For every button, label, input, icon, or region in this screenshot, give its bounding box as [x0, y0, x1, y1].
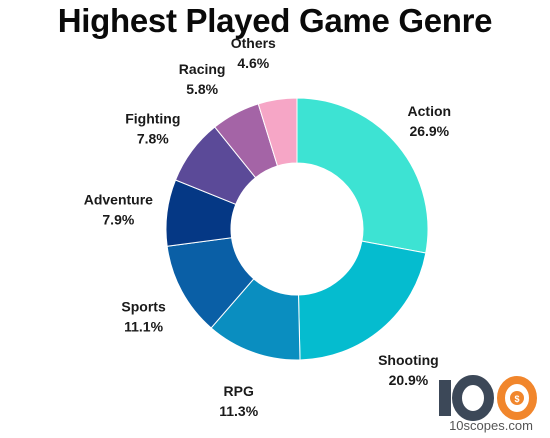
logo-digit-zero: [452, 375, 494, 421]
slice-label-rpg: RPG: [224, 383, 254, 399]
slice-label-adventure: Adventure: [84, 191, 153, 207]
brand-logo: $: [439, 375, 537, 421]
slice-value-adventure: 7.9%: [102, 211, 134, 227]
slice-others: [257, 97, 298, 167]
slice-value-fighting: 7.8%: [137, 131, 169, 147]
slice-label-action: Action: [408, 103, 452, 119]
slice-action: [296, 97, 429, 254]
slice-value-shooting: 20.9%: [389, 372, 429, 388]
slice-label-shooting: Shooting: [378, 352, 439, 368]
logo-coin-icon: [510, 391, 524, 405]
slice-value-others: 4.6%: [237, 55, 269, 71]
slice-value-sports: 11.1%: [124, 319, 163, 335]
chart-title: Highest Played Game Genre: [57, 2, 493, 39]
slice-label-sports: Sports: [121, 299, 166, 315]
svg-text:$: $: [514, 394, 519, 404]
labels-group: Action 26.9% Shooting 20.9% RPG 11.3% Sports 11…: [84, 35, 451, 419]
logo-digit-one: [439, 380, 451, 416]
slice-value-racing: 5.8%: [186, 81, 218, 97]
logo-digit-zero-orange: [497, 376, 537, 420]
logo-url: 10scopes.com: [449, 418, 533, 433]
slice-label-racing: Racing: [179, 61, 226, 77]
slice-shooting: [297, 240, 427, 361]
slice-label-others: Others: [231, 35, 276, 51]
slice-label-fighting: Fighting: [125, 111, 180, 127]
slice-value-action: 26.9%: [409, 123, 449, 139]
slice-value-rpg: 11.3%: [219, 403, 258, 419]
slices-group: [165, 97, 429, 361]
